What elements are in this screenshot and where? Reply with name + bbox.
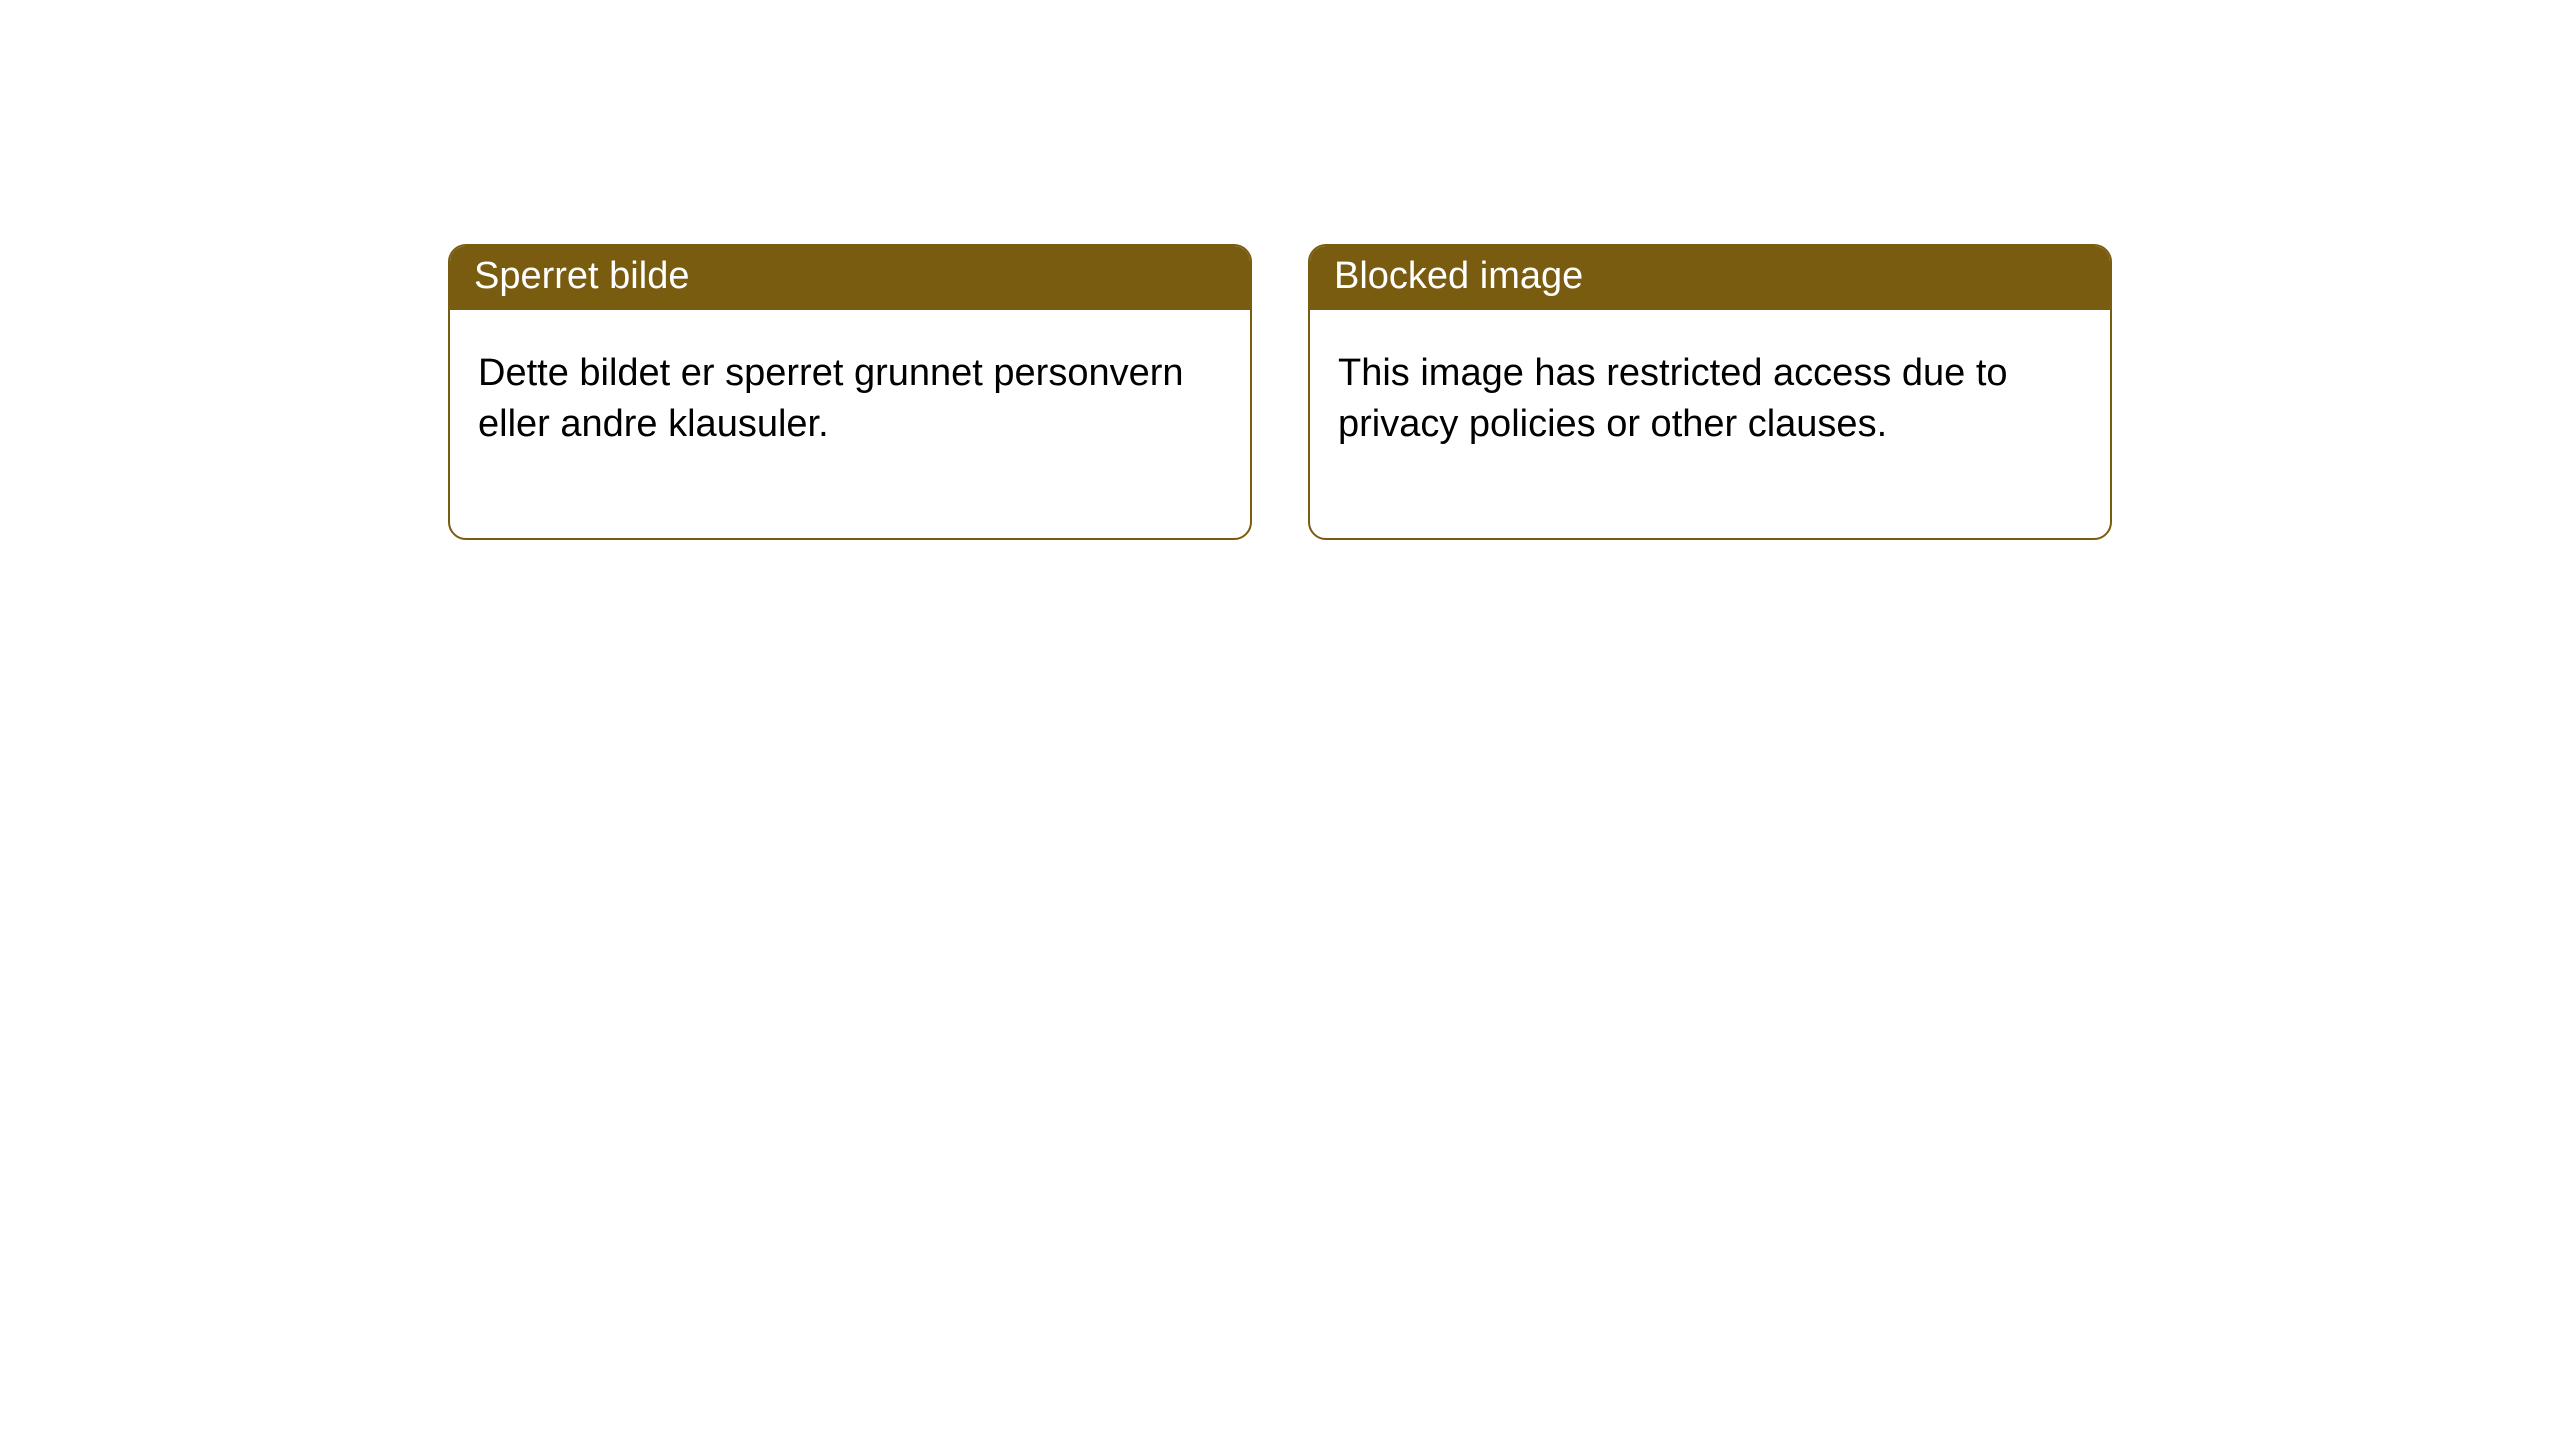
notice-body-en: This image has restricted access due to … [1310,310,2110,539]
notice-card-en: Blocked image This image has restricted … [1308,244,2112,540]
notice-container: Sperret bilde Dette bildet er sperret gr… [0,0,2560,540]
notice-header-no: Sperret bilde [450,246,1250,310]
notice-header-en: Blocked image [1310,246,2110,310]
notice-card-no: Sperret bilde Dette bildet er sperret gr… [448,244,1252,540]
notice-body-no: Dette bildet er sperret grunnet personve… [450,310,1250,539]
